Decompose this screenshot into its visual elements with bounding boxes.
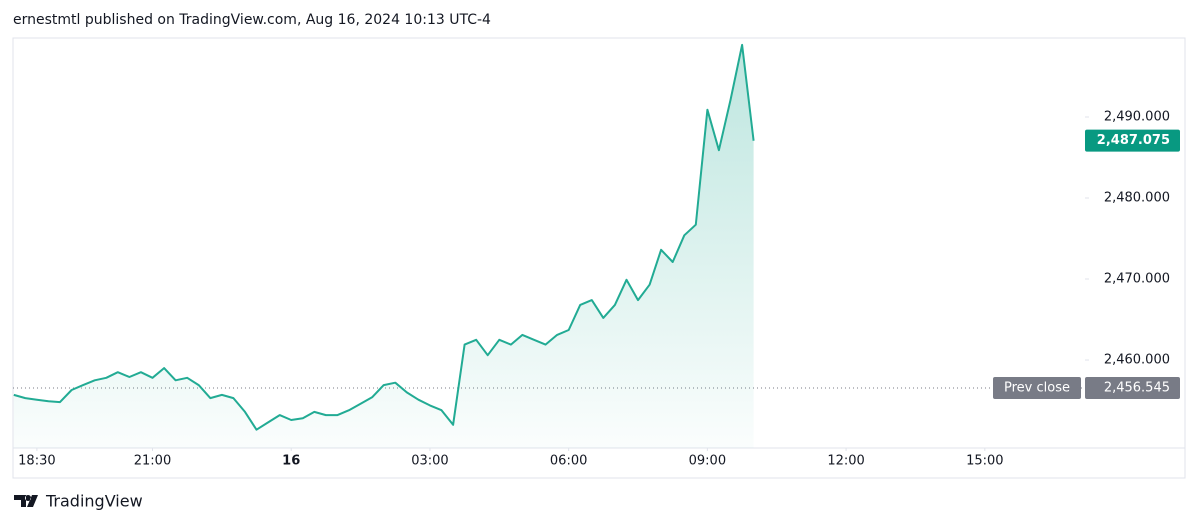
logo bbox=[14, 495, 38, 507]
footer-brand: TradingView bbox=[45, 492, 143, 511]
prev-close-box bbox=[1085, 377, 1180, 400]
y-tick-label: 2,460.000 bbox=[1104, 353, 1170, 368]
x-tick-label: 21:00 bbox=[134, 454, 171, 469]
x-tick-label: 18:30 bbox=[18, 454, 55, 469]
x-tick-label: 12:00 bbox=[827, 454, 864, 469]
x-tick-label: 06:00 bbox=[550, 454, 587, 469]
chart-frame bbox=[12, 37, 1186, 479]
prev-close-label: 2,456.545 bbox=[1104, 381, 1170, 396]
y-tick-label: 2,480.000 bbox=[1104, 190, 1170, 205]
header: ernestmtl published on TradingView.com, … bbox=[13, 12, 491, 28]
x-tick-label: 03:00 bbox=[411, 454, 448, 469]
y-tick-label: 2,470.000 bbox=[1104, 272, 1170, 287]
prev-close-name: Prev close bbox=[1004, 381, 1070, 396]
x-tick-label: 16 bbox=[282, 454, 300, 469]
last-price-label: 2,487.075 bbox=[1097, 133, 1170, 148]
prev-close-name-box bbox=[993, 377, 1081, 400]
price-line bbox=[13, 43, 755, 431]
last-price-box bbox=[1085, 129, 1180, 152]
x-tick-label: 09:00 bbox=[689, 454, 726, 469]
y-tick-label: 2,490.000 bbox=[1104, 109, 1170, 124]
area-fill bbox=[13, 44, 754, 449]
x-tick-label: 15:00 bbox=[966, 454, 1003, 469]
